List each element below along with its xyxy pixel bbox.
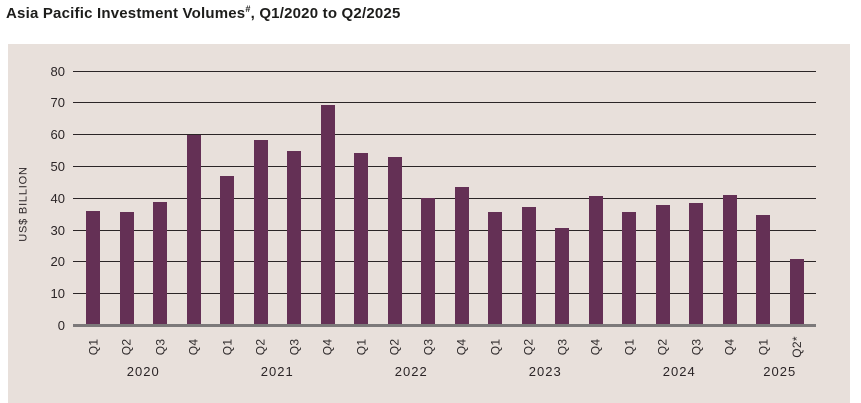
bar-Q1-16 bbox=[622, 212, 636, 325]
x-tick-label-11: Q4 bbox=[454, 338, 469, 356]
bar-Q4-11 bbox=[454, 187, 469, 325]
x-tick-label-15: Q4 bbox=[588, 338, 603, 356]
bar-Q2-17 bbox=[655, 205, 670, 325]
bar-Q1-8 bbox=[354, 153, 368, 325]
x-tick-label-16: Q1 bbox=[621, 338, 636, 356]
bar-Q4-19 bbox=[722, 195, 737, 325]
bar-Q2-13 bbox=[521, 207, 536, 325]
chart-title-footnote-mark: # bbox=[245, 4, 251, 14]
chart-title: Asia Pacific Investment Volumes#, Q1/202… bbox=[6, 4, 401, 22]
x-tick-label-18: Q3 bbox=[688, 338, 703, 356]
x-tick-label-7: Q4 bbox=[320, 338, 335, 356]
y-tick-label-50: 50 bbox=[50, 159, 65, 174]
bar-Q3-14 bbox=[555, 228, 569, 325]
gridline-80 bbox=[73, 70, 816, 72]
year-label-2025: 2025 bbox=[763, 364, 797, 379]
bar-Q1-20 bbox=[756, 215, 770, 325]
gridline-40 bbox=[73, 197, 816, 199]
x-tick-label-12: Q1 bbox=[487, 338, 502, 356]
chart-panel: US$ BILLION 0 10 20 30 40 50 60 70 80 Q1 Q2 Q3 Q4 Q1 Q… bbox=[8, 44, 850, 403]
year-label-2020: 2020 bbox=[126, 364, 160, 379]
chart-title-main: Asia Pacific Investment Volumes bbox=[6, 5, 246, 22]
bar-Q3-2 bbox=[153, 202, 167, 325]
x-tick-label-2: Q3 bbox=[152, 338, 167, 356]
y-tick-label-70: 70 bbox=[50, 95, 65, 111]
x-tick-label-9: Q2 bbox=[387, 338, 402, 356]
x-tick-label-14: Q3 bbox=[554, 338, 569, 356]
bar-Q1-12 bbox=[488, 212, 502, 325]
y-tick-label-40: 40 bbox=[50, 190, 65, 206]
y-tick-label-30: 30 bbox=[50, 222, 65, 238]
x-tick-label-5: Q2 bbox=[253, 338, 268, 356]
y-tick-label-0: 0 bbox=[57, 318, 65, 333]
x-tick-label-3: Q4 bbox=[186, 338, 201, 356]
y-tick-label-60: 60 bbox=[50, 127, 65, 143]
chart-title-range: , Q1/2020 to Q2/2025 bbox=[250, 5, 401, 22]
bar-Q2-9 bbox=[387, 157, 402, 325]
x-axis-baseline bbox=[73, 324, 816, 327]
gridline-20 bbox=[73, 261, 816, 263]
x-tick-label-0: Q1 bbox=[85, 338, 100, 356]
bar-Q4-7 bbox=[320, 105, 335, 325]
x-tick-label-1: Q2 bbox=[119, 338, 134, 356]
x-tick-label-10: Q3 bbox=[420, 338, 435, 356]
y-tick-label-10: 10 bbox=[50, 286, 65, 302]
x-tick-label-21: Q2* bbox=[789, 336, 804, 358]
x-tick-label-17: Q2 bbox=[655, 338, 670, 356]
year-label-2023: 2023 bbox=[528, 364, 562, 379]
bar-Q4-3 bbox=[186, 135, 201, 325]
bar-Q1-4 bbox=[220, 176, 234, 325]
x-tick-label-19: Q4 bbox=[722, 338, 737, 356]
gridline-70 bbox=[73, 102, 816, 104]
gridline-50 bbox=[73, 166, 816, 167]
x-tick-label-6: Q3 bbox=[286, 338, 301, 356]
gridline-10 bbox=[73, 293, 816, 295]
y-tick-label-20: 20 bbox=[50, 254, 65, 270]
bar-Q3-10 bbox=[421, 198, 435, 325]
year-label-2022: 2022 bbox=[394, 364, 428, 379]
bar-Q3-6 bbox=[287, 151, 301, 325]
gridline-30 bbox=[73, 229, 816, 231]
bar-Q1-0 bbox=[86, 211, 100, 325]
bar-Q3-18 bbox=[689, 203, 703, 325]
x-tick-label-8: Q1 bbox=[353, 338, 368, 356]
y-tick-label-80: 80 bbox=[50, 63, 65, 79]
x-tick-label-13: Q2 bbox=[521, 338, 536, 356]
x-tick-label-20: Q1 bbox=[755, 338, 770, 356]
year-label-2021: 2021 bbox=[260, 364, 294, 379]
x-tick-label-4: Q1 bbox=[219, 338, 234, 356]
bar-Q2-1 bbox=[119, 212, 134, 325]
bar-Q2-21 bbox=[789, 259, 804, 325]
bar-Q4-15 bbox=[588, 196, 603, 325]
bar-Q2-5 bbox=[253, 140, 268, 325]
gridline-60 bbox=[73, 134, 816, 136]
year-label-2024: 2024 bbox=[662, 364, 696, 379]
